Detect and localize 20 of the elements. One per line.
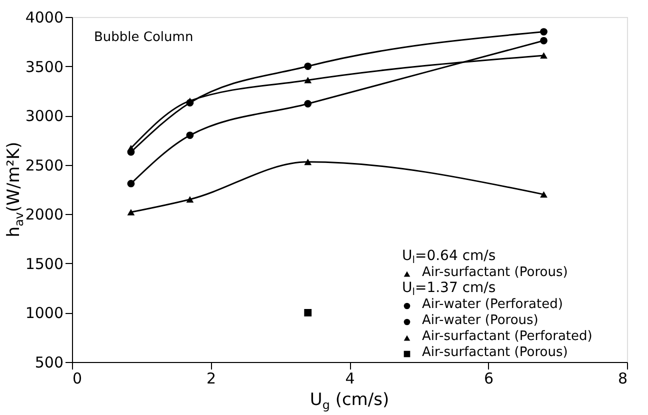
legend-label: Air-surfactant (Porous) bbox=[422, 345, 568, 360]
legend-label: Air-surfactant (Porous) bbox=[422, 265, 568, 280]
text: Bubble Column bbox=[94, 30, 194, 45]
x-tick-label: 2 bbox=[206, 370, 216, 388]
y-axis-title: hav(W/m²K) bbox=[4, 142, 26, 238]
y-tick-label: 3500 bbox=[25, 58, 64, 76]
y-tick-label: 2500 bbox=[25, 156, 64, 174]
y-tick-label: 1500 bbox=[25, 254, 64, 273]
legend-label: Air-water (Porous) bbox=[422, 313, 538, 328]
x-tick-label: 4 bbox=[345, 370, 355, 388]
y-tick-label: 2000 bbox=[25, 206, 64, 224]
legend-label: Air-surfactant (Perforated) bbox=[422, 329, 592, 344]
y-tick-label: 3000 bbox=[25, 107, 64, 126]
x-tick-label: 0 bbox=[72, 370, 82, 388]
y-tick-label: 1000 bbox=[25, 304, 64, 322]
x-tick-label: 8 bbox=[618, 370, 628, 388]
y-tick-label: 4000 bbox=[25, 8, 64, 26]
x-tick-label: 6 bbox=[484, 370, 494, 388]
legend-label: Air-water (Perforated) bbox=[422, 297, 563, 312]
y-tick-label: 500 bbox=[34, 354, 64, 372]
